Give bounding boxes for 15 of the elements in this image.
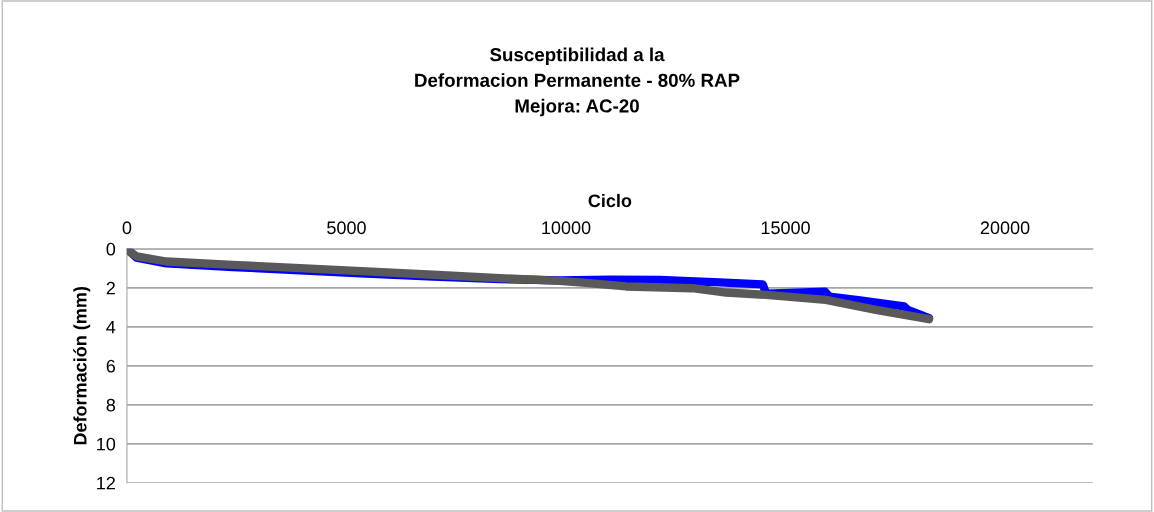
x-tick-label: 15000 bbox=[761, 221, 810, 235]
y-tick-label: 12 bbox=[97, 476, 115, 490]
chart-title: Susceptibilidad a la Deformacion Permanente - 80% RAP Mejora: AC-20 bbox=[415, 47, 740, 117]
y-tick-label: 0 bbox=[106, 242, 116, 256]
x-tick-label: 5000 bbox=[327, 221, 366, 235]
x-axis-title: Ciclo bbox=[588, 193, 632, 208]
x-tick-label: 10000 bbox=[542, 221, 591, 235]
y-axis-title: Deformación (mm) bbox=[73, 286, 91, 445]
x-tick-label: 0 bbox=[122, 221, 132, 235]
y-tick-label: 10 bbox=[97, 437, 116, 451]
x-tick-label: 20000 bbox=[980, 221, 1030, 235]
y-tick-label: 6 bbox=[106, 359, 116, 373]
y-tick-label: 4 bbox=[106, 320, 116, 334]
y-tick-label: 8 bbox=[106, 398, 116, 412]
y-tick-label: 2 bbox=[106, 281, 115, 295]
